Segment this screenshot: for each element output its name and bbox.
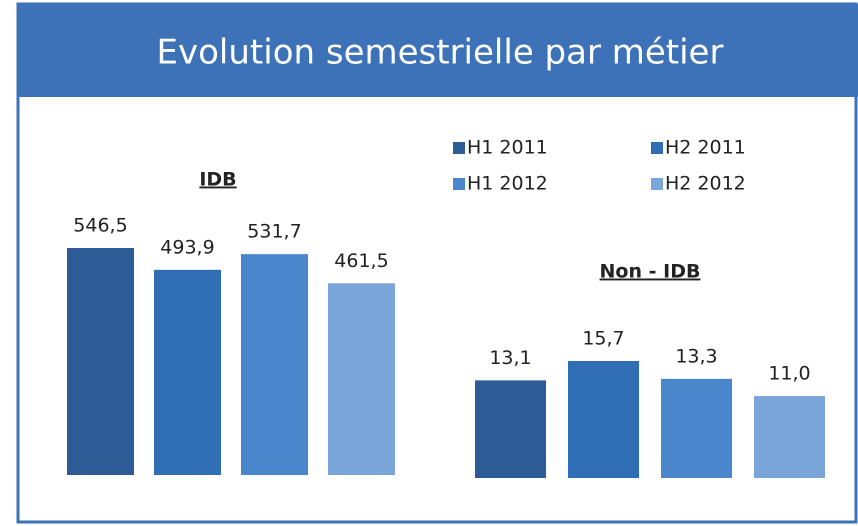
value-label: 13,3 <box>675 345 717 367</box>
legend-swatch <box>651 178 663 190</box>
bar <box>475 380 546 478</box>
legend-label: H2 2011 <box>665 137 746 159</box>
value-label: 531,7 <box>247 221 301 243</box>
bar <box>754 396 825 478</box>
bar <box>154 269 221 475</box>
value-label: 546,5 <box>73 215 127 237</box>
chart-title: IDB <box>199 169 236 191</box>
value-label: 15,7 <box>582 328 624 350</box>
legend-label: H2 2012 <box>665 173 746 195</box>
slide-title: Evolution semestrielle par métier <box>157 33 724 73</box>
bar <box>568 361 639 478</box>
bar <box>241 254 308 475</box>
legend-swatch <box>453 142 465 154</box>
bar <box>328 283 395 475</box>
legend-swatch <box>453 178 465 190</box>
value-label: 461,5 <box>334 250 388 272</box>
value-label: 11,0 <box>768 363 810 385</box>
chart-title: Non - IDB <box>600 261 701 283</box>
value-label: 13,1 <box>489 347 531 369</box>
value-label: 493,9 <box>160 236 214 258</box>
bar <box>661 378 732 478</box>
bar <box>67 248 134 475</box>
header <box>18 4 858 97</box>
legend-label: H1 2011 <box>467 137 548 159</box>
legend-swatch <box>651 142 663 154</box>
legend-label: H1 2012 <box>467 173 548 195</box>
